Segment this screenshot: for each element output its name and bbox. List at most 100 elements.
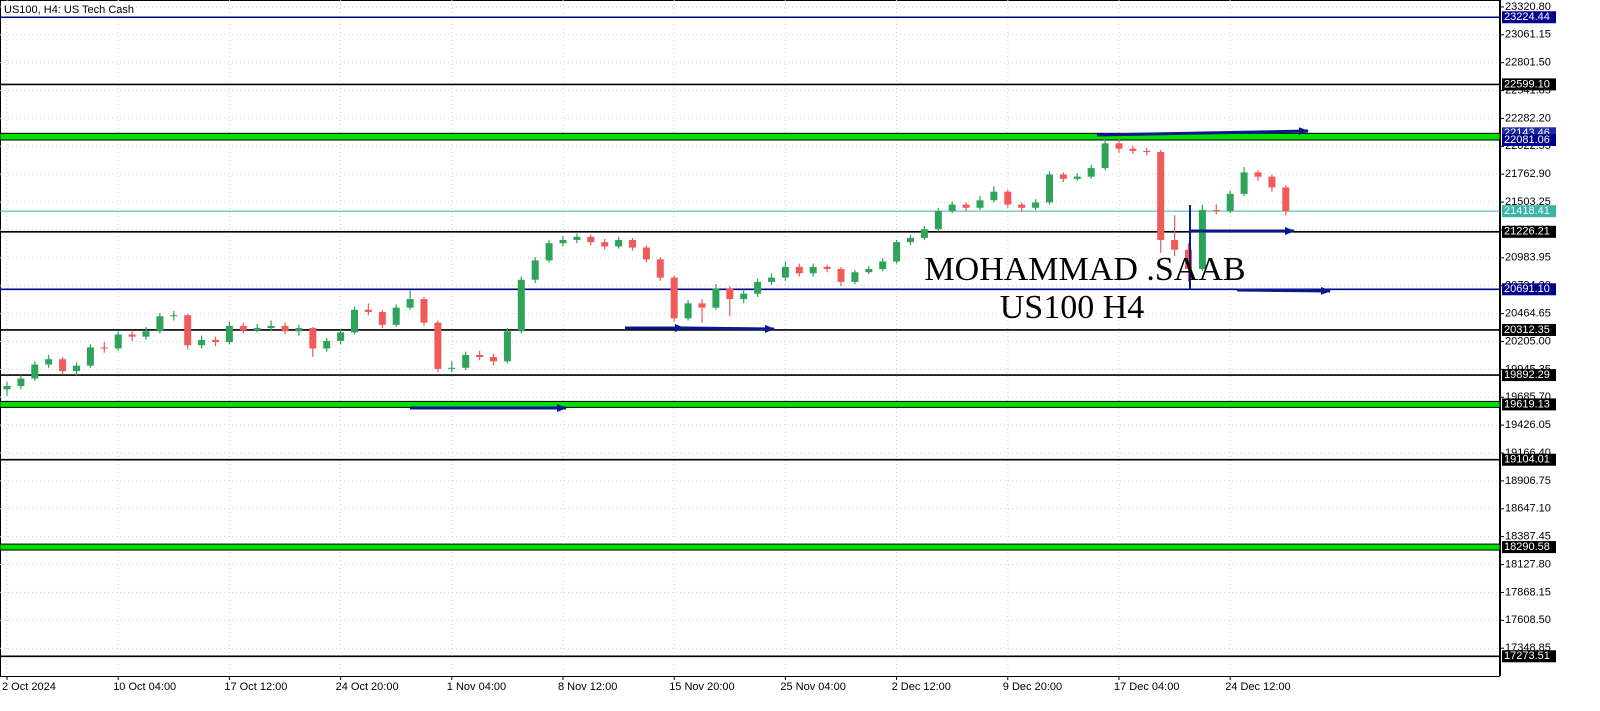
candle-body — [1198, 209, 1206, 270]
candle-body — [156, 316, 164, 332]
candle-body — [698, 303, 706, 308]
candle-body — [128, 334, 136, 337]
x-tick-label: 8 Nov 12:00 — [558, 681, 617, 693]
levels — [0, 16, 1501, 658]
candle-body — [1226, 193, 1234, 212]
plot-frame — [0, 0, 1500, 677]
candle-body — [823, 266, 831, 270]
candle-body — [212, 339, 219, 343]
candle-body — [990, 191, 998, 201]
candle-body — [1129, 148, 1137, 151]
price-tag — [1502, 11, 1556, 24]
candle-body — [976, 200, 984, 208]
candle-body — [73, 365, 80, 372]
candle-body — [907, 237, 914, 243]
candle-body — [3, 386, 11, 390]
candle-body — [1240, 172, 1248, 194]
y-tick-label: 18127.80 — [1505, 558, 1551, 570]
price-tag-label: 22081.06 — [1504, 134, 1550, 146]
candle-body — [893, 242, 901, 262]
price-tag-label: 18290.58 — [1504, 541, 1550, 553]
candle-body — [865, 269, 873, 273]
annotation: MOHAMMAD .SAAB — [924, 251, 1245, 288]
candle-body — [1171, 240, 1179, 250]
chart-title: US100, H4: US Tech Cash — [4, 4, 134, 16]
candle-body — [587, 236, 595, 243]
price-tag-label: 21226.21 — [1504, 226, 1550, 238]
price-tag — [1502, 323, 1556, 336]
candle-body — [962, 204, 970, 208]
candle-body — [670, 277, 678, 319]
candle-body — [1073, 176, 1081, 179]
level-band — [0, 400, 1501, 408]
arrow — [1096, 127, 1309, 137]
candle-body — [253, 328, 261, 331]
candle-body — [170, 315, 178, 317]
y-tick-label: 19426.05 — [1505, 419, 1551, 431]
candle-body — [601, 242, 609, 247]
candle-body — [754, 281, 762, 294]
arrow — [683, 324, 775, 333]
x-tick-label: 9 Dec 20:00 — [1003, 681, 1062, 693]
candle-body — [100, 347, 108, 349]
candle-body — [337, 332, 345, 341]
candle-body — [768, 277, 775, 282]
candle-body — [281, 325, 289, 332]
x-tick-label: 2 Dec 12:00 — [892, 681, 951, 693]
candle-body — [406, 299, 414, 308]
candle-body — [1143, 150, 1151, 152]
candle-body — [392, 307, 400, 325]
candle-body — [309, 328, 317, 349]
candle-body — [239, 325, 247, 331]
candle-body — [448, 367, 456, 369]
y-tick-label: 23061.15 — [1505, 29, 1551, 41]
candle-body — [642, 247, 650, 260]
candle-body — [364, 309, 372, 312]
candle-body — [31, 364, 39, 379]
candle-body — [59, 359, 67, 372]
candle-body — [378, 311, 386, 325]
candle-body — [545, 243, 553, 261]
axes: 23320.8023061.1522801.5022541.8522282.20… — [2, 0, 1556, 693]
y-tick-label: 22282.20 — [1505, 112, 1551, 124]
x-tick-label: 2 Oct 2024 — [2, 681, 56, 693]
x-tick-label: 24 Oct 20:00 — [336, 681, 399, 693]
price-tag-label: 17273.51 — [1504, 650, 1550, 662]
candle-body — [17, 378, 25, 387]
candle-body — [531, 260, 539, 280]
x-tick-label: 15 Nov 20:00 — [669, 681, 734, 693]
candle-body — [1004, 191, 1012, 205]
candle-body — [434, 322, 442, 369]
drawn-arrows — [410, 127, 1331, 412]
x-tick-label: 24 Dec 12:00 — [1225, 681, 1290, 693]
candle-body — [476, 354, 484, 358]
y-tick-label: 20983.95 — [1505, 252, 1551, 264]
candle-body — [295, 328, 303, 332]
price-tag — [1502, 78, 1556, 91]
candle-body — [490, 357, 497, 362]
candle-body — [142, 331, 150, 337]
y-tick-label: 21762.90 — [1505, 168, 1551, 180]
price-tag-label: 21418.41 — [1504, 205, 1550, 217]
price-tag-label: 19892.29 — [1504, 369, 1550, 381]
x-tick-label: 10 Oct 04:00 — [113, 681, 176, 693]
price-tag-label: 22599.10 — [1504, 78, 1550, 90]
candle-body — [1268, 176, 1276, 188]
candle-body — [1212, 209, 1220, 212]
candle-body — [781, 266, 789, 278]
candle-body — [420, 299, 428, 323]
candle-body — [1282, 187, 1290, 212]
candle-body — [879, 261, 887, 270]
candle-body — [1101, 143, 1109, 169]
candle-body — [920, 229, 928, 238]
candle-body — [1115, 143, 1123, 149]
candle-body — [712, 288, 720, 308]
y-tick-label: 22801.50 — [1505, 57, 1551, 69]
candle-body — [198, 339, 206, 346]
candle-body — [1157, 151, 1165, 241]
price-tag — [1502, 225, 1556, 238]
price-tag-label: 20312.35 — [1504, 324, 1550, 336]
price-tag — [1502, 134, 1556, 147]
y-tick-label: 18387.45 — [1505, 531, 1551, 543]
